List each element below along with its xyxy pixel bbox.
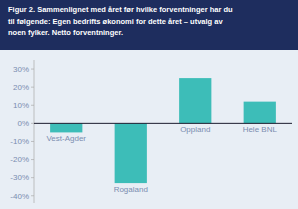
y-tick-label: -40% (10, 192, 29, 201)
title-band (0, 0, 298, 50)
title: Figur 2. Sammenlignet med året før hvilk… (8, 5, 233, 37)
y-tick (31, 141, 34, 142)
bar (244, 102, 276, 124)
y-tick-label: 10% (13, 101, 29, 110)
y-axis-line (34, 60, 35, 203)
bar (179, 78, 211, 123)
bar (50, 123, 82, 132)
y-tick-label: 0% (17, 119, 29, 128)
y-tick (31, 69, 34, 70)
y-tick-label: -30% (10, 173, 29, 182)
y-tick-label: 30% (13, 65, 29, 74)
chart: Figur 2. Sammenlignet med året før hvilk… (0, 0, 298, 209)
title-line: til følgende: Egen bedrifts økonomi for … (8, 17, 223, 26)
title-line: Figur 2. Sammenlignet med året før hvilk… (8, 5, 233, 14)
y-tick (31, 123, 34, 124)
category-label: Hele BNL (243, 125, 278, 134)
category-label: Oppland (180, 125, 210, 134)
category-label: Vest-Agder (46, 134, 86, 143)
y-tick-label: -10% (10, 137, 29, 146)
y-tick (31, 159, 34, 160)
y-tick-label: -20% (10, 155, 29, 164)
y-tick (31, 87, 34, 88)
y-tick (31, 105, 34, 106)
y-tick (31, 195, 34, 196)
y-tick-label: 20% (13, 83, 29, 92)
y-tick (31, 177, 34, 178)
category-label: Rogaland (114, 185, 148, 194)
title-line: noen fylker. Netto forventninger. (8, 28, 123, 37)
background (0, 0, 298, 209)
zero-line (34, 123, 292, 124)
bar (115, 123, 147, 183)
